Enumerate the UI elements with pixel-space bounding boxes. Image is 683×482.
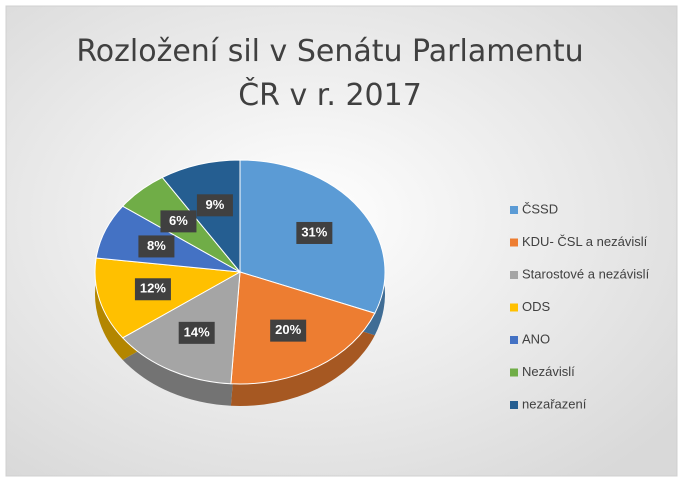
data-label: 14%: [184, 324, 210, 339]
data-label-box: [138, 235, 175, 258]
data-label: 8%: [147, 238, 166, 253]
data-label: 9%: [206, 197, 225, 212]
legend-swatch: [510, 303, 518, 312]
data-label-box: [270, 319, 307, 342]
legend-swatch: [510, 206, 518, 214]
data-label-box: [178, 321, 215, 344]
pie-labels: 31% 20% 14% 12% 8%6% 9%: [134, 194, 333, 344]
legend-label: Nezávislí: [522, 364, 575, 379]
legend-label: nezařazení: [522, 396, 587, 411]
data-label-box: [296, 221, 333, 244]
legend-label: ČSSD: [522, 201, 558, 216]
data-label: 31%: [301, 224, 327, 239]
pie-tops: [94, 159, 386, 385]
legend-label: Starostové a nezávislí: [522, 266, 650, 281]
data-label: 20%: [275, 322, 301, 337]
legend-label: KDU- ČSL a nezávislí: [522, 234, 648, 249]
chart-title: Rozložení sil v Senátu Parlamentu ČR v r…: [76, 34, 584, 113]
data-label-box: [196, 194, 233, 217]
legend-label: ANO: [522, 331, 550, 346]
data-label: 12%: [140, 281, 166, 296]
data-label-box: [134, 278, 171, 301]
data-label: 6%: [169, 213, 188, 228]
legend-swatch: [510, 368, 518, 377]
legend-swatch: [510, 238, 518, 247]
legend-label: ODS: [522, 299, 551, 314]
legend-swatch: [510, 271, 518, 279]
data-label-box: [160, 210, 197, 233]
legend-swatch: [510, 401, 518, 409]
legend-swatch: [510, 336, 518, 344]
